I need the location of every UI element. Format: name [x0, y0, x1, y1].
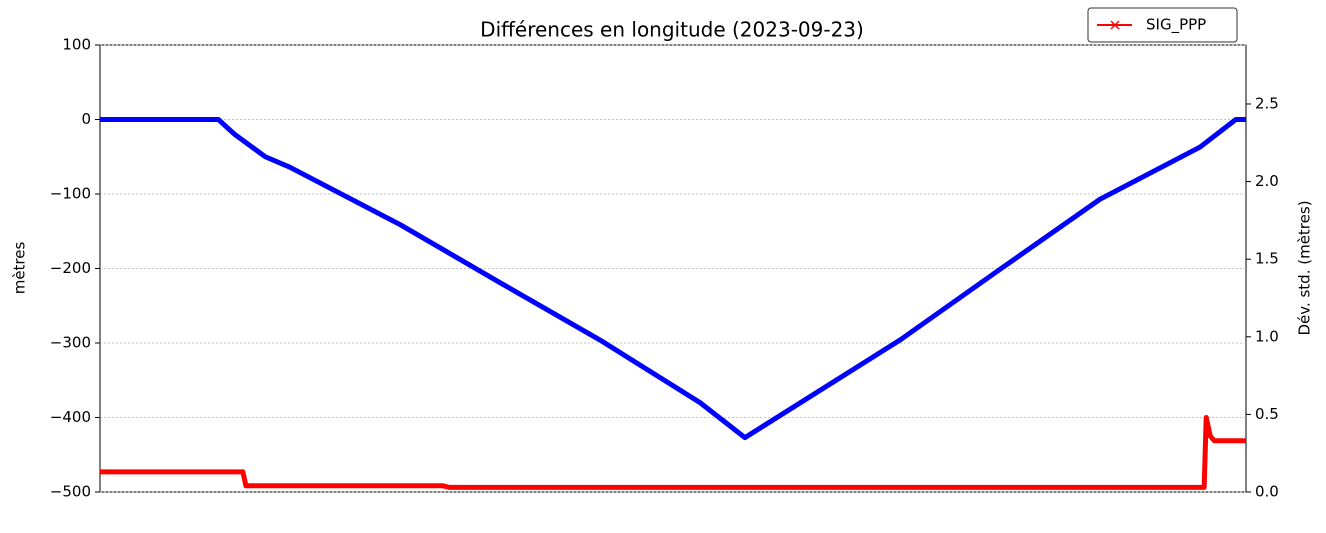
- y2-tick-label: 2.5: [1255, 94, 1279, 112]
- y-axis-label: mètres: [11, 242, 29, 295]
- legend-label: SIG_PPP: [1146, 16, 1206, 35]
- y2-tick-label: 1.5: [1255, 250, 1279, 268]
- legend-box: [1087, 7, 1238, 43]
- y2-axis-label: Dév. std. (mètres): [1296, 200, 1314, 335]
- legend: SIG_PPP: [1087, 7, 1238, 43]
- legend-marker: [1110, 20, 1120, 30]
- y-tick-label: −400: [50, 408, 91, 426]
- y2-tick-label: 2.0: [1255, 172, 1279, 190]
- y-tick-label: −200: [50, 259, 91, 277]
- chart-title: Différences en longitude (2023-09-23): [480, 18, 864, 42]
- y-tick-label: −300: [50, 334, 91, 352]
- series-line: [100, 415, 1246, 490]
- y2-tick-label: 0.0: [1255, 483, 1279, 501]
- series-line: [100, 117, 1246, 441]
- y-tick-label: 0: [81, 110, 91, 128]
- y-tick-label: 100: [62, 36, 91, 54]
- y-tick-label: −100: [50, 185, 91, 203]
- y2-tick-label: 0.5: [1255, 405, 1279, 423]
- y2-tick-label: 1.0: [1255, 327, 1279, 345]
- y-tick-label: −500: [50, 483, 91, 501]
